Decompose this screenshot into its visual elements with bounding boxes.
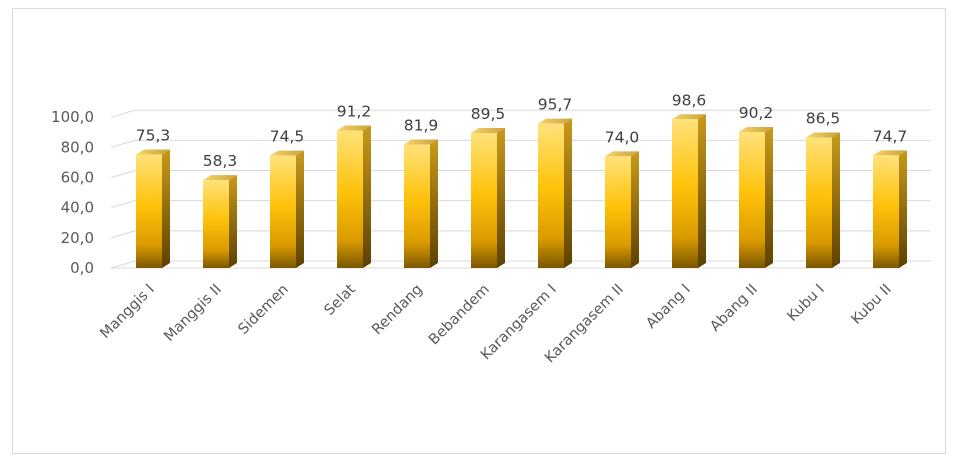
bar-top xyxy=(739,126,773,132)
bar-side xyxy=(832,132,840,268)
bar-top xyxy=(806,132,840,138)
bar-side xyxy=(765,126,773,269)
x-tick-label: Selat xyxy=(322,281,360,319)
bar-side xyxy=(899,150,907,268)
bar-front xyxy=(270,155,296,268)
x-tick-label: Bebandem xyxy=(426,282,493,349)
bar-top xyxy=(873,150,907,156)
data-label: 58,3 xyxy=(203,152,238,170)
bar xyxy=(203,175,237,268)
gridline-depth xyxy=(110,109,136,118)
bar-top xyxy=(136,149,170,155)
bar-side xyxy=(497,128,505,268)
bar-front xyxy=(203,180,229,268)
bar-front xyxy=(404,144,430,268)
bar-side xyxy=(162,149,170,268)
data-label: 95,7 xyxy=(538,96,573,114)
bar-top xyxy=(538,118,572,124)
bar-side xyxy=(430,139,438,268)
x-tick-label: Rendang xyxy=(369,282,426,339)
gridline-depth xyxy=(110,139,136,148)
bar xyxy=(404,139,438,268)
bar-top xyxy=(605,151,639,157)
bar xyxy=(270,150,304,268)
y-tick-label: 40,0 xyxy=(61,199,94,217)
bar-side xyxy=(296,150,304,268)
bar xyxy=(136,149,170,268)
x-tick-label: Abang II xyxy=(707,282,760,335)
data-label: 91,2 xyxy=(337,102,372,120)
bar-front xyxy=(337,130,363,268)
data-label: 74,5 xyxy=(270,128,305,146)
bar-top xyxy=(471,128,505,134)
bar-side xyxy=(698,114,706,268)
bar-side xyxy=(631,151,639,268)
bar-top xyxy=(270,150,304,156)
x-tick-label: Sidemen xyxy=(236,282,292,338)
x-tick-label: Manggis II xyxy=(161,282,224,345)
bar xyxy=(873,150,907,268)
gridline-depth xyxy=(110,230,136,239)
data-labels: 75,3 58,3 74,5 91,2 81,9 89,5 95,7 74,0 98,6 90,2… xyxy=(136,91,908,170)
y-tick-label: 60,0 xyxy=(61,169,94,187)
bar xyxy=(337,125,371,268)
bar xyxy=(672,114,706,268)
data-label: 74,7 xyxy=(873,127,908,145)
y-axis: 0,0 20,0 40,0 60,0 80,0 100,0 xyxy=(51,108,94,277)
bar-front xyxy=(739,131,765,268)
x-tick-label: Kubu II xyxy=(848,282,894,328)
x-axis: Manggis I Manggis II Sidemen Selat Rendang Be… xyxy=(97,281,894,366)
data-label: 89,5 xyxy=(471,105,506,123)
gridline-depth xyxy=(110,200,136,209)
bar xyxy=(739,126,773,269)
data-label: 98,6 xyxy=(672,91,707,109)
y-tick-label: 20,0 xyxy=(61,229,94,247)
bar-side xyxy=(363,125,371,268)
bar-side xyxy=(564,118,572,268)
bar xyxy=(538,118,572,268)
bar-series xyxy=(136,114,907,269)
x-tick-label: Abang I xyxy=(643,282,693,332)
bar-front xyxy=(471,133,497,268)
data-label: 74,0 xyxy=(605,128,640,146)
bar-side xyxy=(229,175,237,268)
bar-front xyxy=(873,155,899,268)
bar xyxy=(605,151,639,268)
bar-front xyxy=(672,119,698,268)
y-tick-label: 0,0 xyxy=(70,259,94,277)
bar-top xyxy=(404,139,438,145)
data-label: 86,5 xyxy=(806,110,841,128)
data-label: 81,9 xyxy=(404,116,439,134)
data-label: 75,3 xyxy=(136,126,171,144)
gridlines xyxy=(110,109,931,269)
bar-top xyxy=(672,114,706,120)
data-label: 90,2 xyxy=(739,104,774,122)
x-tick-label: Manggis I xyxy=(97,282,157,342)
x-tick-label: Kubu I xyxy=(785,282,828,325)
bar-front xyxy=(538,123,564,268)
y-tick-label: 100,0 xyxy=(51,108,94,126)
bar-front xyxy=(136,154,162,268)
bar xyxy=(471,128,505,268)
bar xyxy=(806,132,840,268)
bar-top xyxy=(203,175,237,181)
bar-top xyxy=(337,125,371,131)
gridline-depth xyxy=(110,170,136,179)
y-tick-label: 80,0 xyxy=(61,138,94,156)
gridline-depth xyxy=(110,260,136,269)
bar-front xyxy=(806,137,832,268)
bar-front xyxy=(605,156,631,268)
